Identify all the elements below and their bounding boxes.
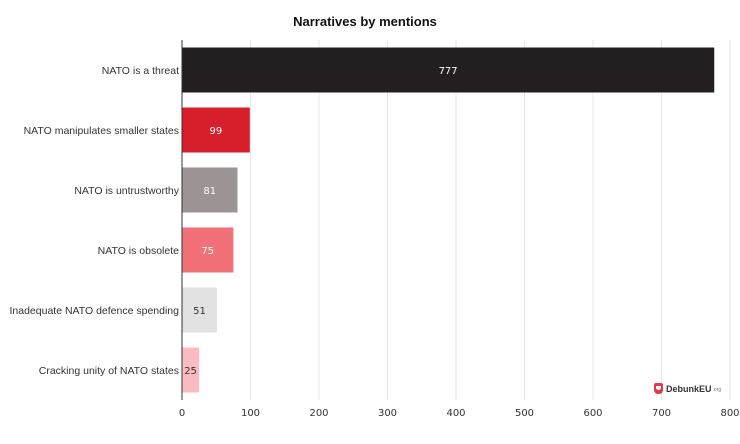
bar (182, 347, 200, 393)
x-tick-label: 200 (309, 408, 328, 419)
logo-icon (654, 383, 663, 394)
gridlines (181, 40, 731, 400)
x-tick-label: 300 (378, 408, 397, 419)
value-label: 99 (210, 126, 223, 137)
bar (182, 227, 234, 273)
category-label: NATO is obsolete (98, 245, 179, 257)
bar (182, 47, 715, 93)
x-tick-label: 600 (583, 408, 602, 419)
chart-title: Narratives by mentions (293, 14, 437, 29)
bar (182, 107, 250, 153)
logo-suffix: .org (712, 387, 722, 393)
debunkeu-logo: DebunkEU .org (654, 383, 721, 394)
x-tick-label: 100 (241, 408, 260, 419)
category-labels: NATO is a threat NATO manipulates smaller… (10, 65, 180, 377)
x-tick-label: 800 (720, 408, 739, 419)
value-label: 777 (439, 66, 458, 77)
bar (182, 167, 238, 213)
value-label: 51 (193, 306, 206, 317)
x-tick-label: 500 (515, 408, 534, 419)
x-tick-label: 400 (446, 408, 465, 419)
x-tick-label: 0 (179, 408, 185, 419)
logo-name: DebunkEU (666, 383, 712, 394)
value-label: 75 (201, 246, 214, 257)
category-label: Cracking unity of NATO states (39, 365, 179, 377)
value-label: 81 (203, 186, 216, 197)
category-label: NATO is a threat (102, 65, 179, 77)
category-label: NATO is untrustworthy (74, 185, 179, 197)
bar (182, 287, 217, 333)
value-labels: 777 99 81 75 51 25 (184, 66, 457, 377)
x-tick-label: 700 (652, 408, 671, 419)
bars (182, 47, 715, 393)
category-label: Inadequate NATO defence spending (10, 305, 180, 317)
category-label: NATO manipulates smaller states (24, 125, 179, 137)
value-label: 25 (184, 366, 197, 377)
x-axis-ticks: 0 100 200 300 400 500 600 700 800 (179, 408, 740, 419)
